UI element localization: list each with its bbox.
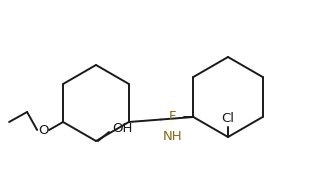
Text: NH: NH (163, 129, 183, 142)
Text: Cl: Cl (222, 112, 235, 125)
Text: F: F (169, 111, 176, 123)
Text: OH: OH (112, 122, 133, 136)
Text: O: O (38, 123, 48, 137)
